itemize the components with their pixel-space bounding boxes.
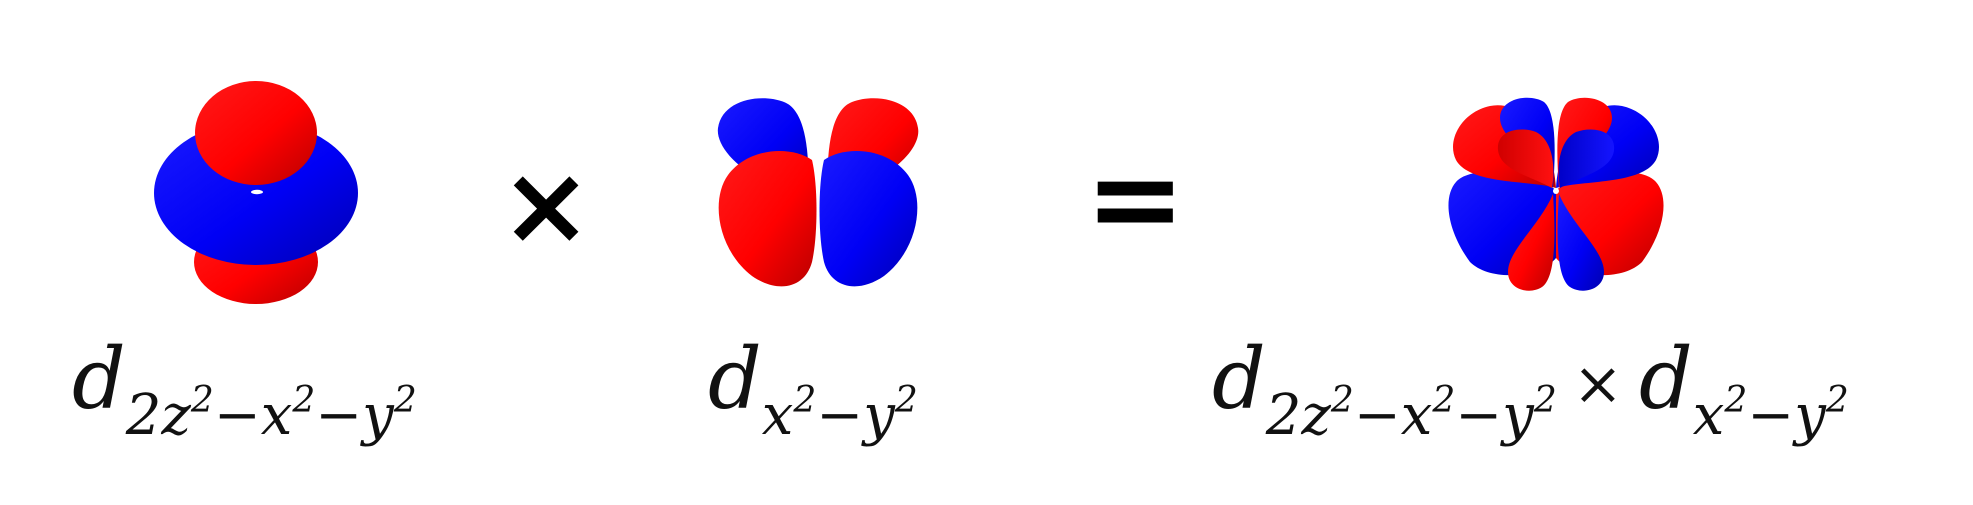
label-product-sub2-b: −y (1747, 383, 1826, 448)
label-product-sub1-c: −y (1455, 383, 1534, 448)
product-bottom-right-small (1557, 194, 1604, 291)
label-dz2: d2z2−x2−y2 (72, 330, 417, 448)
product-inner-left (1497, 129, 1554, 188)
product-center (1553, 188, 1559, 194)
orbital-dz2 (154, 81, 358, 304)
times-operator: × (500, 141, 593, 269)
label-product-times: × (1572, 349, 1623, 419)
label-dx2y2-sup-b: 2 (894, 380, 918, 421)
product-inner-right (1558, 129, 1615, 188)
dx2y2-front-left-lobe (718, 151, 817, 287)
label-product-sup1-a: 2 (1330, 380, 1354, 421)
label-product-sub1-a: 2z (1265, 383, 1331, 448)
label-product-sup1-b: 2 (1432, 380, 1456, 421)
label-product-sub2-a: x (1692, 383, 1725, 448)
label-product-sup2-a: 2 (1724, 380, 1748, 421)
label-product-base-2: d (1639, 330, 1693, 428)
label-dx2y2: dx2−y2 (708, 330, 918, 448)
orbital-product (1448, 97, 1664, 291)
label-dx2y2-base: d (708, 330, 762, 428)
label-dx2y2-sub-a: x (761, 383, 794, 448)
dx2y2-front-right-lobe (819, 151, 918, 287)
label-product-sub1-b: −x (1353, 383, 1433, 448)
label-product-base-1: d (1212, 330, 1266, 428)
label-product: d2z2−x2−y2 × dx2−y2 (1212, 330, 1849, 448)
label-dz2-sub-a: 2z (125, 383, 191, 448)
label-dz2-sub-c: −y (315, 383, 394, 448)
label-dz2-sub-b: −x (213, 383, 293, 448)
dz2-center-hole (251, 189, 263, 195)
equals-operator: = (1085, 130, 1186, 269)
label-dx2y2-sub-b: −y (816, 383, 895, 448)
dz2-upper-lobe (195, 81, 317, 185)
label-dz2-sup-a: 2 (190, 380, 214, 421)
product-bottom-left-small (1508, 194, 1555, 291)
label-product-sup1-c: 2 (1533, 380, 1557, 421)
label-dz2-base: d (72, 330, 126, 428)
label-dz2-sup-b: 2 (292, 380, 316, 421)
label-dx2y2-sup-a: 2 (793, 380, 817, 421)
label-product-sup2-b: 2 (1825, 380, 1849, 421)
label-dz2-sup-c: 2 (393, 380, 417, 421)
orbital-dx2y2 (717, 98, 919, 287)
